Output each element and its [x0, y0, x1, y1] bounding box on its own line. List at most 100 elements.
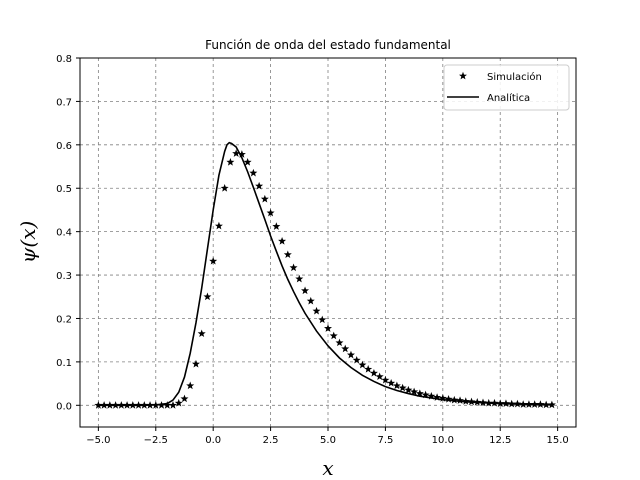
simulacion-point: [157, 401, 166, 409]
y-tick-label: 0.6: [56, 141, 72, 152]
simulacion-point: [266, 208, 275, 217]
simulacion-point: [519, 400, 528, 408]
simulacion-point: [404, 385, 413, 394]
simulacion-point: [346, 350, 355, 359]
simulacion-point: [513, 399, 522, 408]
simulacion-point: [421, 390, 430, 399]
simulacion-point: [341, 344, 350, 353]
simulacion-point: [105, 401, 114, 409]
simulacion-point: [169, 401, 177, 409]
y-tick-label: 0.3: [56, 271, 72, 282]
simulacion-point: [191, 359, 200, 368]
simulacion-point: [134, 401, 143, 409]
simulacion-point: [392, 381, 401, 390]
simulacion-point: [306, 296, 315, 305]
x-tick-label: −2.5: [144, 435, 168, 446]
simulacion-point: [163, 401, 172, 409]
simulacion-point: [123, 401, 132, 409]
simulacion-point: [484, 398, 493, 407]
simulacion-point: [496, 399, 505, 407]
simulacion-point: [410, 387, 419, 396]
legend-box: [443, 64, 570, 111]
simulacion-point: [255, 181, 264, 190]
simulacion-point: [375, 372, 384, 381]
y-axis-ticks: 0.0 0.1 0.2 0.3 0.4 0.5 0.6 0.7 0.8: [56, 54, 80, 412]
x-axis-label: x: [322, 456, 333, 480]
simulacion-point: [490, 398, 499, 407]
simulacion-point: [381, 375, 390, 384]
simulacion-point: [398, 383, 407, 392]
simulacion-point: [301, 286, 310, 295]
simulacion-point: [151, 401, 160, 409]
simulacion-point: [117, 401, 126, 409]
simulacion-point: [100, 401, 109, 409]
y-tick-label: 0.5: [56, 184, 72, 195]
simulacion-point: [450, 395, 459, 404]
simulacion-point: [507, 399, 516, 408]
simulacion-point: [324, 324, 332, 332]
series-simulacion: [94, 149, 556, 409]
simulacion-point: [524, 400, 533, 408]
simulacion-point: [214, 221, 223, 230]
legend-label-analitica: Analítica: [487, 92, 530, 104]
x-tick-label: 2.5: [263, 435, 279, 446]
legend-star-marker: [459, 71, 467, 80]
simulacion-point: [318, 315, 327, 324]
simulacion-point: [94, 401, 103, 409]
simulacion-point: [197, 329, 206, 338]
simulacion-point: [542, 400, 551, 409]
x-tick-label: 7.5: [377, 435, 393, 446]
y-tick-label: 0.2: [56, 314, 72, 325]
simulacion-point: [128, 401, 137, 409]
simulacion-point: [387, 378, 396, 387]
simulacion-point: [433, 393, 442, 401]
simulacion-point: [456, 396, 465, 404]
y-tick-label: 0.4: [56, 228, 72, 239]
simulacion-point: [186, 381, 195, 390]
simulacion-point: [501, 399, 510, 407]
simulacion-point: [358, 360, 367, 369]
simulacion-point: [174, 398, 183, 407]
x-tick-label: −5.0: [86, 435, 110, 446]
x-tick-label: 10.0: [432, 435, 454, 446]
simulacion-point: [415, 389, 424, 397]
simulacion-point: [547, 400, 556, 409]
simulacion-point: [140, 401, 149, 409]
legend-star: [459, 71, 467, 80]
simulacion-point: [260, 194, 269, 203]
y-tick-label: 0.0: [56, 401, 72, 412]
simulacion-point: [536, 400, 545, 408]
simulacion-point: [232, 149, 241, 157]
x-axis-ticks: −5.0 −2.5 0.0 2.5 5.0 7.5 10.0 12.5 15.0: [86, 427, 569, 446]
y-axis-label: ψ(x): [16, 221, 40, 264]
simulacion-point: [473, 398, 482, 406]
legend-label-simulacion: Simulación: [487, 71, 542, 83]
simulacion-point: [295, 274, 304, 283]
simulacion-point: [283, 250, 292, 259]
simulacion-point: [249, 168, 258, 177]
y-tick-label: 0.7: [56, 97, 72, 108]
simulacion-point: [444, 395, 453, 403]
simulacion-point: [467, 397, 476, 406]
legend: Simulación Analítica: [443, 64, 570, 111]
simulacion-point: [180, 394, 189, 403]
x-tick-label: 0.0: [205, 435, 221, 446]
simulacion-point: [312, 306, 321, 315]
simulacion-point: [220, 184, 229, 192]
simulacion-point: [329, 331, 338, 340]
x-tick-label: 5.0: [320, 435, 336, 446]
simulacion-point: [209, 256, 218, 265]
simulacion-point: [243, 157, 252, 166]
x-tick-label: 15.0: [546, 435, 568, 446]
simulacion-point: [226, 157, 235, 166]
simulacion-point: [278, 237, 287, 245]
simulacion-point: [530, 400, 539, 408]
simulacion-point: [352, 355, 361, 364]
simulacion-point: [289, 263, 298, 272]
x-tick-label: 12.5: [489, 435, 511, 446]
chart-title: Función de onda del estado fundamental: [205, 38, 451, 52]
simulacion-point: [427, 391, 436, 400]
simulacion-point: [146, 401, 155, 409]
simulacion-point: [479, 398, 487, 407]
